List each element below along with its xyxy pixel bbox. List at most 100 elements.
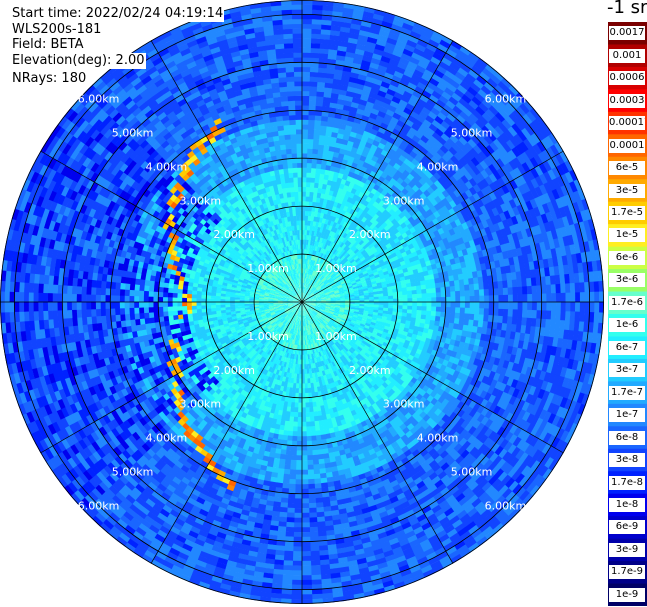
heatmap-cell	[307, 134, 315, 140]
heatmap-cell	[351, 97, 361, 104]
heatmap-cell	[531, 285, 538, 295]
heatmap-cell	[502, 287, 509, 296]
heatmap-cell	[354, 298, 360, 301]
heatmap-cell	[304, 225, 308, 231]
heatmap-cell	[370, 22, 383, 31]
heatmap-cell	[343, 169, 350, 176]
heatmap-cell	[449, 285, 456, 292]
heatmap-cell	[327, 194, 333, 201]
heatmap-cell	[320, 207, 326, 214]
heatmap-cell	[376, 69, 387, 77]
heatmap-cell	[302, 297, 303, 302]
heatmap-cell	[397, 305, 403, 310]
heatmap-cell	[320, 232, 325, 239]
heatmap-cell	[302, 90, 310, 96]
heatmap-cell	[416, 306, 423, 311]
heatmap-cell	[332, 191, 338, 198]
heatmap-cell	[589, 302, 595, 313]
heatmap-cell	[302, 57, 312, 63]
heatmap-cell	[308, 110, 316, 116]
heatmap-cell	[377, 34, 389, 43]
heatmap-cell	[565, 311, 571, 322]
heatmap-cell	[345, 145, 353, 152]
heatmap-cell	[346, 160, 354, 167]
heatmap-cell	[307, 273, 311, 279]
heatmap-cell	[392, 49, 404, 58]
heatmap-cell	[305, 288, 308, 293]
heatmap-cell	[417, 302, 423, 307]
heatmap-cell	[315, 256, 319, 262]
heatmap-cell	[317, 207, 323, 213]
heatmap-cell	[305, 196, 310, 202]
heatmap-cell	[316, 91, 325, 98]
heatmap-cell	[303, 287, 305, 293]
heatmap-cell	[329, 236, 334, 242]
heatmap-cell	[409, 30, 422, 40]
heatmap-cell	[379, 60, 390, 68]
heatmap-cell	[421, 306, 427, 311]
heatmap-cell	[328, 215, 334, 221]
heatmap-cell	[308, 254, 311, 260]
heatmap-cell	[311, 264, 314, 271]
heatmap-cell	[484, 302, 490, 309]
heatmap-cell	[512, 286, 518, 296]
heatmap-cell	[322, 154, 329, 161]
heatmap-cell	[313, 255, 317, 261]
heatmap-cell	[468, 283, 475, 291]
heatmap-cell	[579, 302, 586, 313]
heatmap-cell	[302, 292, 304, 298]
heatmap-cell	[317, 153, 324, 160]
heatmap-cell	[322, 149, 330, 156]
heatmap-cell	[334, 217, 340, 224]
heatmap-cell	[306, 278, 308, 284]
heatmap-cell	[302, 153, 308, 159]
heatmap-cell	[372, 103, 382, 112]
heatmap-cell	[389, 28, 402, 37]
heatmap-cell	[324, 140, 331, 147]
heatmap-cell	[374, 43, 386, 52]
heatmap-cell	[305, 273, 308, 279]
heatmap-cell	[317, 236, 321, 243]
heatmap-cell	[344, 95, 354, 103]
heatmap-cell	[328, 44, 339, 51]
heatmap-cell	[312, 270, 316, 276]
heatmap-cell	[382, 51, 393, 59]
heatmap-cell	[388, 83, 399, 92]
heatmap-cell	[306, 181, 311, 188]
heatmap-cell	[370, 108, 380, 116]
heatmap-cell	[329, 34, 341, 41]
heatmap-cell	[320, 125, 328, 132]
heatmap-cell	[416, 289, 422, 295]
heatmap-cell	[310, 274, 313, 280]
heatmap-cell	[374, 73, 385, 82]
heatmap-cell	[306, 283, 310, 289]
heatmap-cell	[320, 193, 326, 199]
heatmap-cell	[570, 292, 576, 303]
heatmap-cell	[314, 115, 323, 121]
heatmap-cell	[344, 149, 352, 157]
heatmap-cell	[308, 124, 315, 130]
heatmap-cell	[421, 288, 427, 294]
heatmap-cell	[526, 309, 533, 319]
heatmap-cell	[302, 287, 304, 293]
heatmap-cell	[373, 48, 385, 56]
heatmap-cell	[335, 108, 344, 115]
heatmap-cell	[317, 72, 327, 78]
heatmap-cell	[560, 292, 566, 303]
heatmap-cell	[474, 302, 480, 309]
heatmap-cell	[302, 0, 314, 5]
heatmap-cell	[322, 5, 334, 12]
heatmap-cell	[303, 244, 307, 250]
heatmap-cell	[306, 283, 309, 289]
heatmap-cell	[545, 310, 552, 321]
heatmap-cell	[455, 307, 461, 314]
heatmap-cell	[498, 302, 504, 310]
heatmap-cell	[555, 283, 561, 294]
heatmap-cell	[382, 97, 393, 106]
heatmap-cell	[307, 273, 310, 279]
heatmap-cell	[328, 49, 339, 56]
heatmap-cell	[346, 86, 356, 93]
heatmap-cell	[382, 76, 393, 85]
heatmap-cell	[306, 158, 313, 164]
heatmap-cell	[311, 254, 314, 261]
